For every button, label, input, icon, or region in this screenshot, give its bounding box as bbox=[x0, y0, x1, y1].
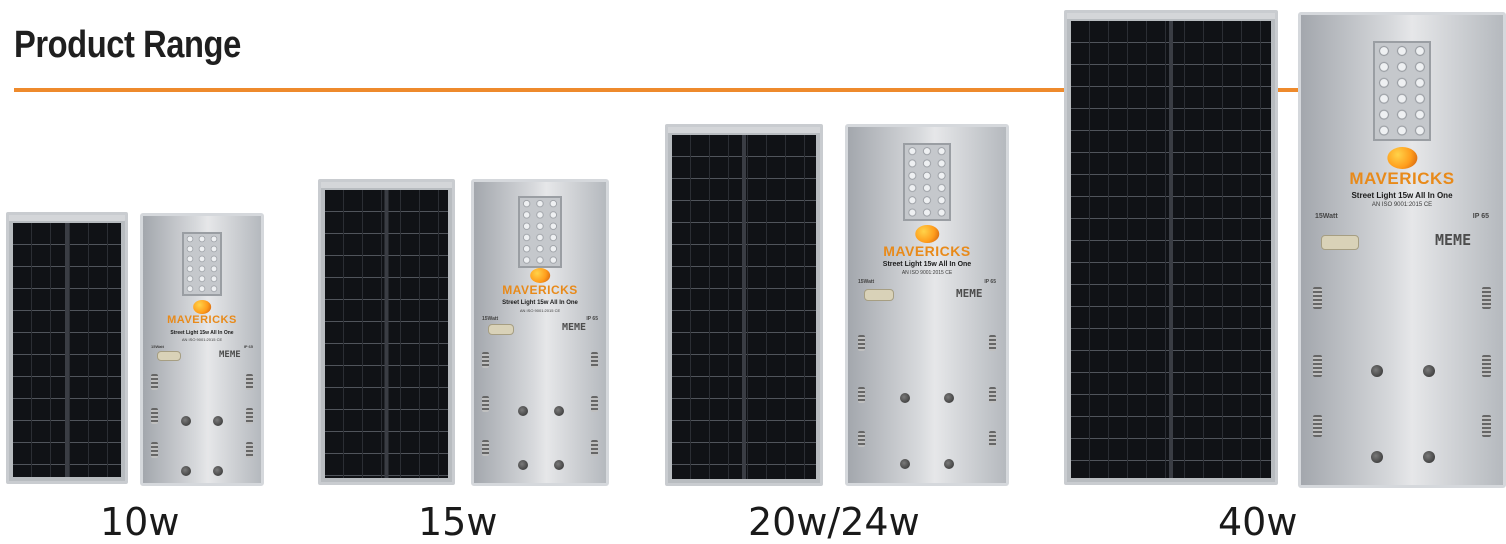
wattage-mark: 15Watt bbox=[482, 316, 499, 322]
spec-row: 15Watt IP 65 bbox=[1315, 213, 1489, 220]
light-housing: MAVERICKS Street Light 15w All In One AN… bbox=[1298, 12, 1506, 488]
sticker bbox=[864, 289, 894, 301]
ip-mark: IP 65 bbox=[586, 316, 598, 322]
led-array-icon bbox=[903, 143, 951, 221]
sticker bbox=[488, 324, 514, 335]
light-housing: MAVERICKS Street Light 15w All In One AN… bbox=[140, 213, 264, 486]
co-brand-logo: MEME bbox=[562, 322, 587, 333]
cert-text: AN ISO 9001:2015 CE bbox=[519, 308, 561, 313]
spec-row: 15Watt IP 65 bbox=[151, 344, 253, 349]
product-subtitle: Street Light 15w All In One bbox=[882, 261, 972, 268]
page-title: Product Range bbox=[14, 24, 241, 66]
brand-logo: MAVERICKS bbox=[883, 225, 970, 259]
led-array-icon bbox=[518, 196, 562, 268]
spec-row: 15Watt IP 65 bbox=[858, 279, 996, 285]
cert-text: AN ISO 9001:2015 CE bbox=[901, 270, 953, 276]
cert-text: AN ISO 9001:2015 CE bbox=[181, 337, 223, 342]
wattage-mark: 15Watt bbox=[151, 344, 164, 349]
sun-logo-icon bbox=[530, 268, 550, 283]
led-array-icon bbox=[1373, 41, 1431, 141]
co-brand-logo: MEME bbox=[219, 350, 241, 360]
sun-logo-icon bbox=[1387, 147, 1417, 169]
ip-mark: IP 65 bbox=[243, 344, 253, 349]
light-housing: MAVERICKS Street Light 15w All In One AN… bbox=[845, 124, 1009, 486]
brand-logo: MAVERICKS bbox=[1349, 147, 1454, 189]
sticker bbox=[1321, 235, 1359, 250]
sun-logo-icon bbox=[192, 300, 211, 314]
sun-logo-icon bbox=[915, 225, 939, 243]
co-brand-logo: MEME bbox=[1435, 231, 1472, 249]
solar-panel bbox=[665, 124, 823, 486]
ip-mark: IP 65 bbox=[984, 279, 996, 285]
spec-row: 15Watt IP 65 bbox=[482, 316, 598, 322]
brand-logo: MAVERICKS bbox=[502, 268, 578, 297]
ip-mark: IP 65 bbox=[1472, 213, 1489, 220]
wattage-mark: 15Watt bbox=[1315, 213, 1338, 220]
sticker bbox=[157, 351, 181, 361]
co-brand-logo: MEME bbox=[956, 287, 983, 300]
product-label-10w: 10w bbox=[100, 500, 180, 544]
product-subtitle: Street Light 15w All In One bbox=[1351, 191, 1453, 200]
product-label-15w: 15w bbox=[418, 500, 498, 544]
title-underline bbox=[14, 88, 1304, 92]
product-subtitle: Street Light 15w All In One bbox=[502, 300, 578, 306]
light-housing: MAVERICKS Street Light 15w All In One AN… bbox=[471, 179, 609, 486]
solar-panel bbox=[1064, 10, 1278, 485]
led-array-icon bbox=[182, 232, 222, 296]
product-label-20w-24w: 20w/24w bbox=[748, 500, 920, 544]
wattage-mark: 15Watt bbox=[858, 279, 875, 285]
product-label-40w: 40w bbox=[1218, 500, 1298, 544]
cert-text: AN ISO 9001:2015 CE bbox=[1371, 202, 1433, 208]
brand-logo: MAVERICKS bbox=[167, 300, 237, 326]
solar-panel bbox=[318, 179, 455, 485]
solar-panel bbox=[6, 212, 128, 484]
product-subtitle: Street Light 15w All In One bbox=[170, 330, 234, 336]
